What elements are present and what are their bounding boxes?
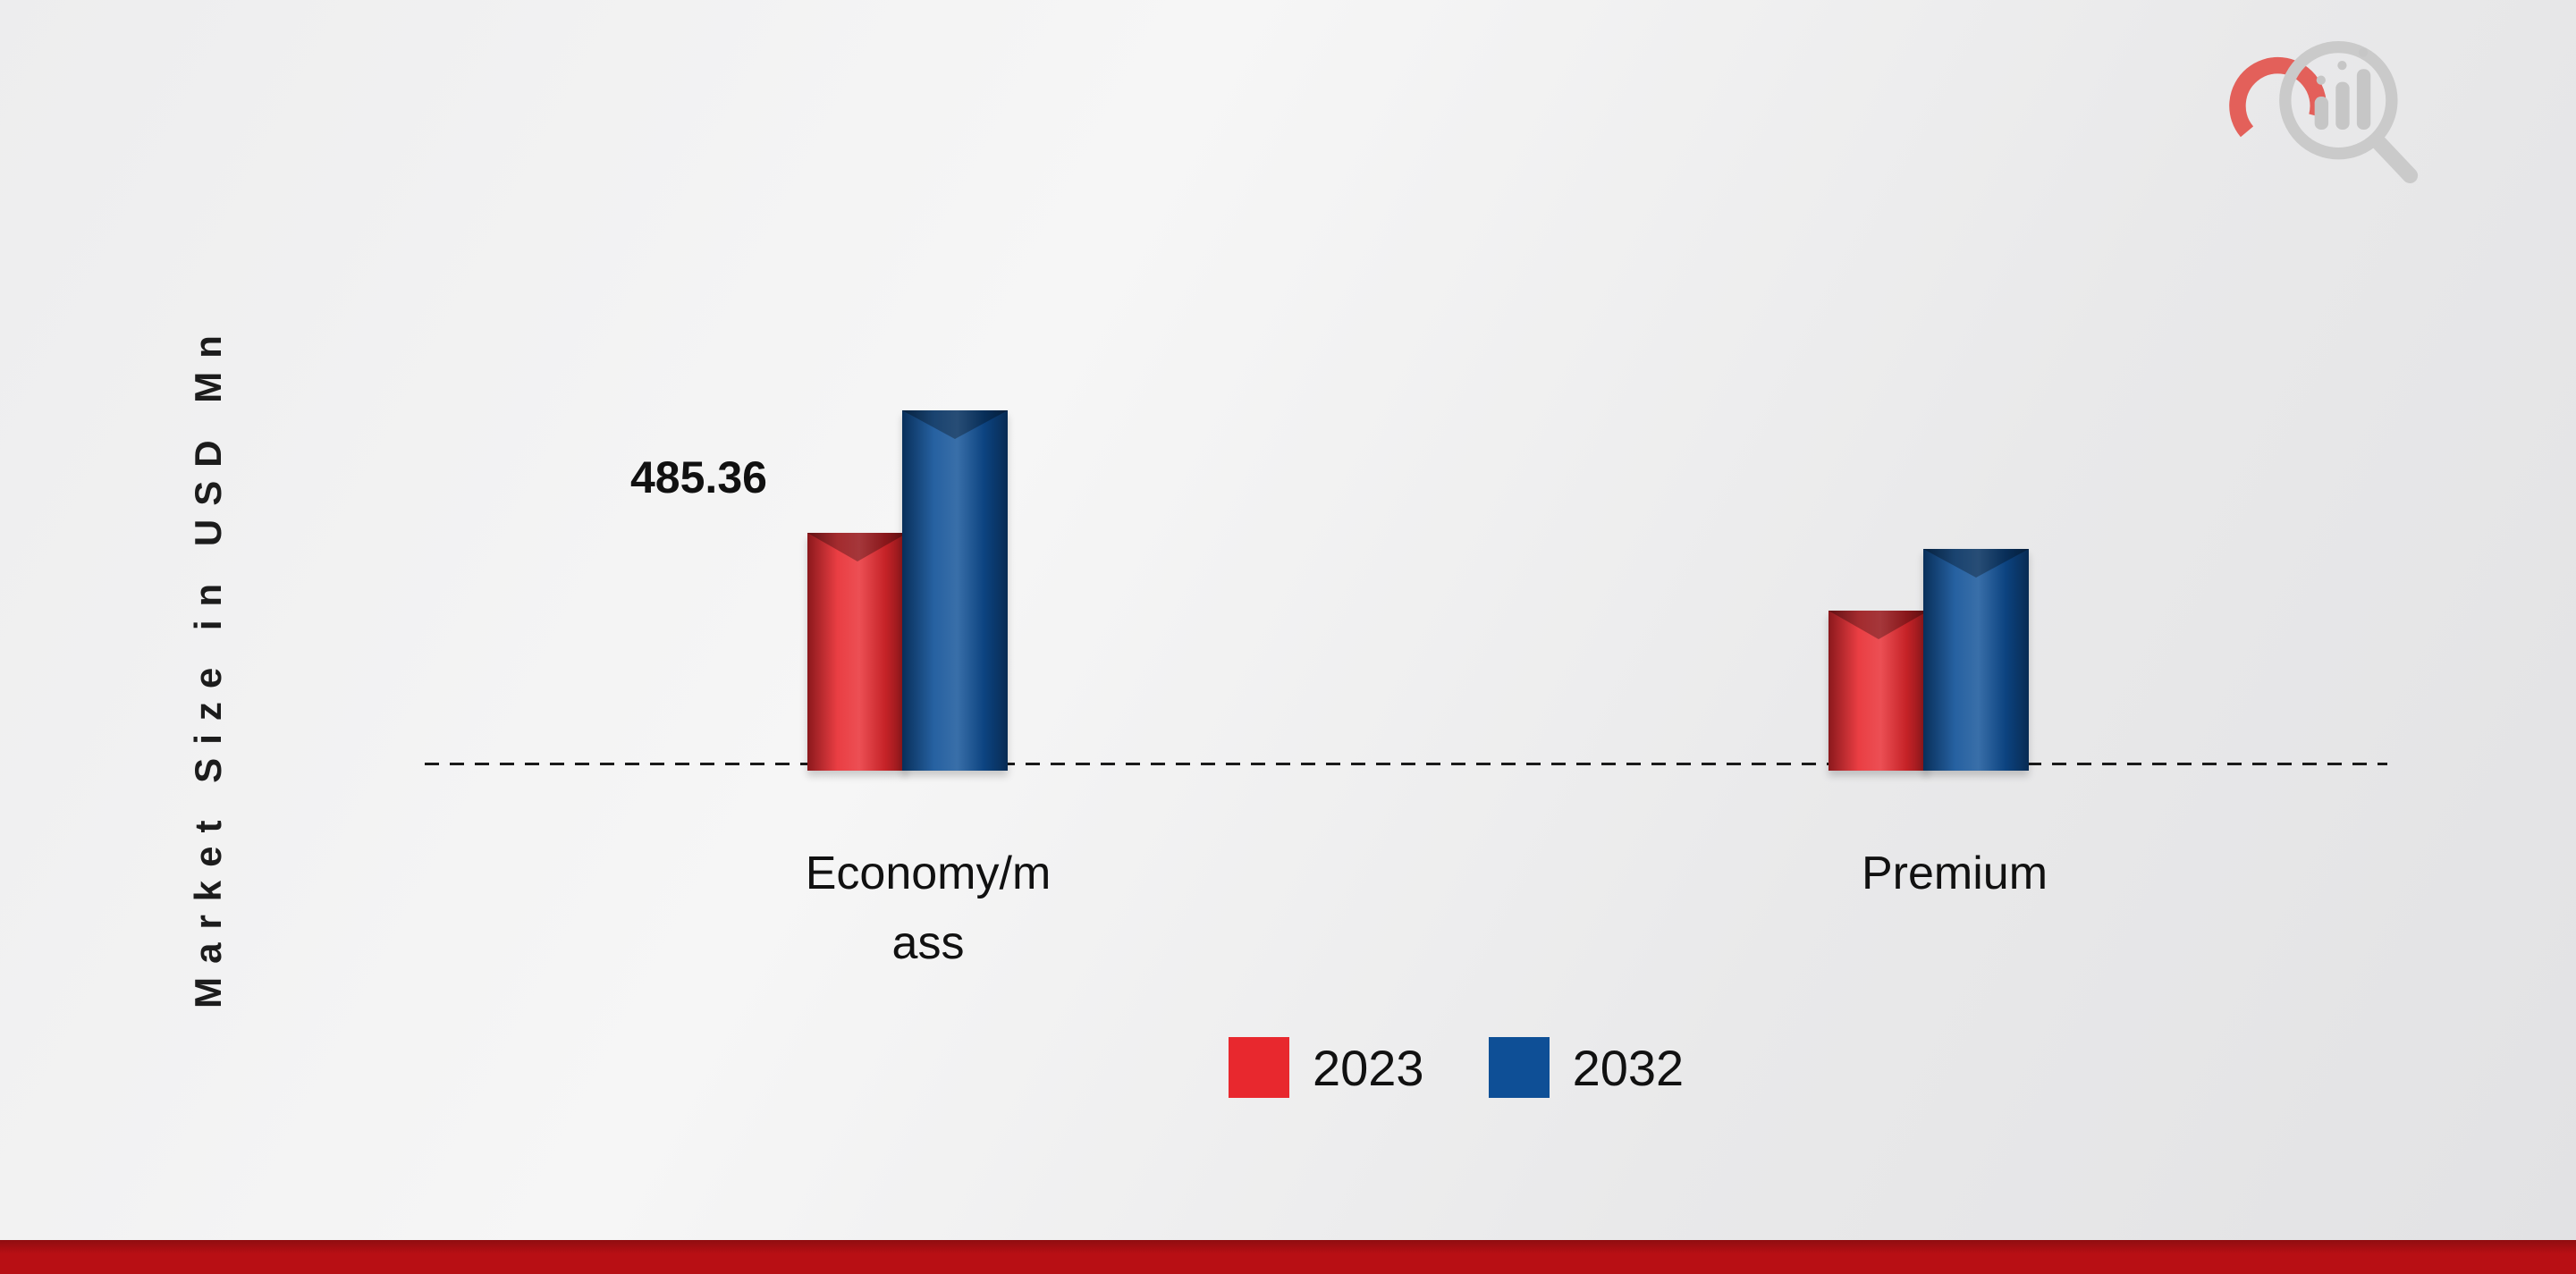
- logo-dot: [2358, 47, 2369, 57]
- legend-swatch-2032: [1488, 1037, 1550, 1098]
- value-label: 485.36: [630, 452, 767, 502]
- bar-top-bevel: [1923, 549, 2029, 578]
- magnifier-lens-icon: [2279, 40, 2398, 160]
- magnifier-handle-icon: [2369, 132, 2419, 184]
- bar-group-premium: [1829, 549, 2029, 771]
- logo-bar-small: [2314, 97, 2329, 130]
- x-axis-baseline: [425, 763, 2387, 765]
- y-axis-label: Market Size in USD Mn: [187, 322, 229, 1008]
- legend-item-2023: 2023: [1229, 1037, 1424, 1098]
- x-tick-line: Economy/m: [805, 848, 1052, 899]
- x-tick-line: Premium: [1861, 848, 2048, 899]
- bar-2023-economy-mass: [807, 533, 908, 771]
- logo-dot: [2316, 75, 2326, 85]
- legend-label-2032: 2032: [1572, 1039, 1685, 1096]
- x-tick-economy-mass: Economy/m ass: [806, 839, 1052, 978]
- x-tick-premium: Premium: [1862, 839, 2048, 908]
- logo-bar-medium: [2335, 81, 2350, 130]
- logo-red-arc: [2229, 56, 2327, 155]
- legend: 2023 2032: [1229, 1037, 1684, 1098]
- legend-item-2032: 2032: [1488, 1037, 1685, 1098]
- x-tick-line: ass: [891, 917, 965, 969]
- bar-2023-premium: [1829, 611, 1929, 771]
- footer-red-bar: [0, 1240, 2576, 1274]
- brand-logo: [2228, 25, 2425, 199]
- bar-top-bevel: [1829, 611, 1929, 639]
- legend-label-2023: 2023: [1313, 1039, 1424, 1096]
- bar-top-bevel: [902, 410, 1008, 439]
- bar-2032-premium: [1923, 549, 2029, 771]
- logo-dot: [2337, 61, 2347, 71]
- magnifier-chart-icon: [2229, 40, 2419, 184]
- bar-top-bevel: [807, 533, 908, 561]
- bar-group-economy-mass: [807, 410, 1008, 771]
- legend-swatch-2023: [1229, 1037, 1289, 1098]
- logo-bar-large: [2356, 69, 2371, 130]
- bar-2032-economy-mass: [902, 410, 1008, 771]
